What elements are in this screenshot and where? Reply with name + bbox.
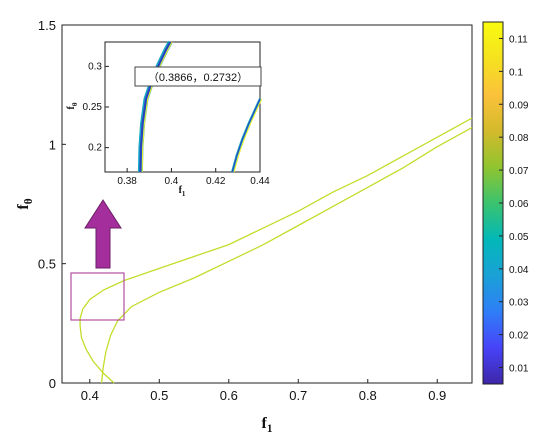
colorbar-tick-label: 0.1 <box>509 67 523 78</box>
main-y-ticks: 0 0.5 1 1.5 <box>38 18 66 391</box>
zoom-region-box <box>70 272 125 321</box>
arrow-up-icon <box>84 199 122 269</box>
x-tick-label: 0.42 <box>206 176 226 187</box>
x-tick-label: 0.9 <box>428 388 446 403</box>
inset-x-ticks: 0.38 0.4 0.42 0.44 <box>117 168 270 187</box>
colorbar-tick-label: 0.11 <box>509 34 528 45</box>
series-line-edge <box>233 98 263 173</box>
y-tick-label: 0.2 <box>88 143 102 154</box>
y-tick-label: 0.5 <box>38 257 56 272</box>
main-x-axis-label: f1 <box>262 415 273 435</box>
series-line-edge <box>141 41 173 173</box>
series-line-core <box>139 41 172 173</box>
main-y-axis-label: fθ <box>15 198 35 209</box>
x-tick-label: 0.44 <box>250 176 270 187</box>
inset-x-axis-label: f1 <box>179 185 186 198</box>
colorbar-tick-label: 0.06 <box>509 199 529 210</box>
colorbar-tick-label: 0.08 <box>509 133 529 144</box>
main-x-ticks: 0.4 0.5 0.6 0.7 0.8 0.9 <box>81 379 446 403</box>
y-tick-label: 0 <box>49 376 56 391</box>
series-line <box>100 127 473 384</box>
inset-series-group <box>137 40 263 173</box>
colorbar-tick-label: 0.03 <box>509 298 529 309</box>
y-tick-label: 0.25 <box>83 102 103 113</box>
x-tick-label: 0.8 <box>359 388 377 403</box>
colorbar-tick-label: 0.02 <box>509 331 529 342</box>
y-tick-label: 1.5 <box>38 18 56 33</box>
colorbar-tick-label: 0.01 <box>509 364 529 375</box>
y-tick-label: 0.3 <box>88 61 102 72</box>
x-tick-label: 0.6 <box>220 388 238 403</box>
x-tick-label: 0.38 <box>117 176 137 187</box>
colorbar-tick-label: 0.07 <box>509 166 529 177</box>
y-tick-label: 1 <box>49 137 56 152</box>
colorbar-tick-label: 0.04 <box>509 265 529 276</box>
inset-y-axis-label: fθ <box>66 102 79 109</box>
inset-y-ticks: 0.2 0.25 0.3 <box>83 61 109 154</box>
colorbar-tick-label: 0.05 <box>509 232 529 243</box>
datatip-box <box>134 66 262 87</box>
colorbar-tick-label: 0.09 <box>509 100 529 111</box>
series-line-core <box>231 98 261 173</box>
x-tick-label: 0.5 <box>150 388 168 403</box>
inset-plot-area <box>104 41 261 173</box>
datatip-text: （0.3866，0.2732） <box>148 71 248 84</box>
x-tick-label: 0.4 <box>164 176 178 187</box>
x-tick-label: 0.7 <box>289 388 307 403</box>
colorbar-ticks: 0.01 0.02 0.03 0.04 0.05 0.06 0.07 0.08 0.09 0.1 0… <box>499 34 529 375</box>
x-tick-label: 0.4 <box>81 388 99 403</box>
